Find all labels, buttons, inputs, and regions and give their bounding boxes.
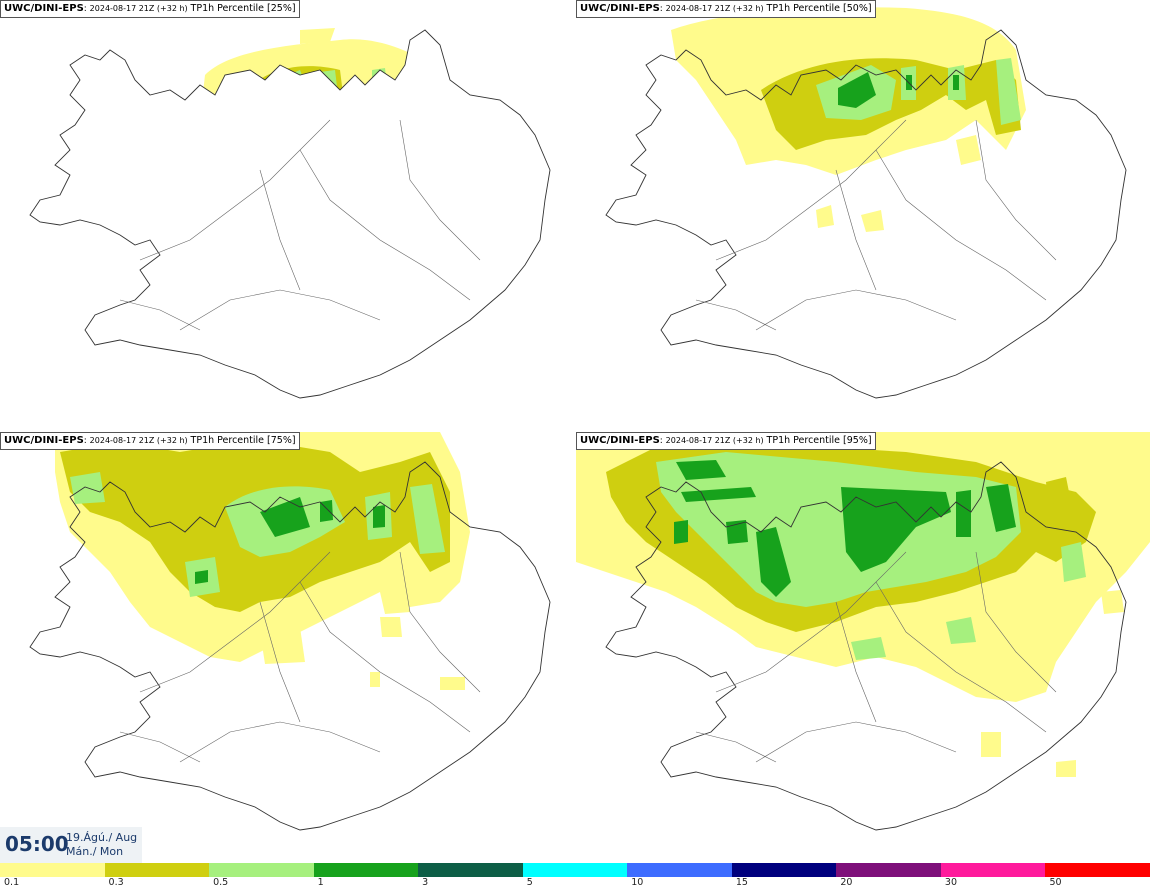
roads-borders xyxy=(119,551,481,763)
product-name: TP1h Percentile [25%] xyxy=(190,3,296,14)
roads-borders xyxy=(695,551,1057,763)
precip-map xyxy=(29,432,551,831)
valid-date: 19.Ágú./ Aug Mán./ Mon xyxy=(66,831,137,859)
legend-swatch xyxy=(209,863,315,877)
legend-label: 0.5 xyxy=(213,877,229,888)
panel-title: UWC/DINI-EPS: 2024-08-17 21Z (+32 h) TP1… xyxy=(0,0,300,18)
legend-swatch xyxy=(522,863,628,877)
legend-label: 5 xyxy=(526,877,533,888)
valid-day-line: Mán./ Mon xyxy=(66,845,124,858)
map-panel-p95: UWC/DINI-EPS: 2024-08-17 21Z (+32 h) TP1… xyxy=(576,432,1150,862)
legend-label: 10 xyxy=(631,877,644,888)
map-panel-p50: UWC/DINI-EPS: 2024-08-17 21Z (+32 h) TP1… xyxy=(576,0,1150,430)
legend-swatch xyxy=(0,863,105,877)
product-name: TP1h Percentile [50%] xyxy=(766,3,872,14)
legend-swatch xyxy=(418,863,524,877)
legend-swatch xyxy=(104,863,210,877)
precip-map xyxy=(29,28,551,399)
legend-label: 30 xyxy=(944,877,957,888)
product-name: TP1h Percentile [95%] xyxy=(766,435,872,446)
run-time: 2024-08-17 21Z (+32 h) xyxy=(89,4,188,13)
precip-map xyxy=(576,432,1150,831)
precip-map xyxy=(605,7,1127,399)
legend-label: 3 xyxy=(422,877,429,888)
precip-areas xyxy=(55,432,470,690)
color-legend xyxy=(0,863,1150,877)
run-time: 2024-08-17 21Z (+32 h) xyxy=(665,4,764,13)
legend-label: 20 xyxy=(840,877,853,888)
model-name: UWC/DINI-EPS xyxy=(580,3,660,14)
valid-date-line: 19.Ágú./ Aug xyxy=(66,831,138,844)
run-time: 2024-08-17 21Z (+32 h) xyxy=(665,436,764,445)
iceland-coastline xyxy=(29,29,551,399)
legend-label: 0.1 xyxy=(4,877,20,888)
iceland-coastline xyxy=(605,29,1127,399)
legend-label: 50 xyxy=(1049,877,1062,888)
iceland-coastline xyxy=(29,461,551,831)
legend-swatch xyxy=(627,863,733,877)
roads-borders xyxy=(119,119,481,331)
legend-swatch xyxy=(731,863,837,877)
legend-swatch xyxy=(940,863,1046,877)
legend-swatch xyxy=(1045,863,1150,877)
valid-time-box: 05:00 19.Ágú./ Aug Mán./ Mon xyxy=(0,827,142,863)
model-name: UWC/DINI-EPS xyxy=(580,435,660,446)
color-legend-labels: 0.1 0.3 0.5 1 3 5 10 15 20 30 50 xyxy=(0,877,1150,891)
valid-time: 05:00 xyxy=(5,832,69,856)
precip-areas xyxy=(576,432,1150,777)
panel-title: UWC/DINI-EPS: 2024-08-17 21Z (+32 h) TP1… xyxy=(0,432,300,450)
precip-areas xyxy=(671,7,1026,232)
model-name: UWC/DINI-EPS xyxy=(4,3,84,14)
product-name: TP1h Percentile [75%] xyxy=(190,435,296,446)
run-time: 2024-08-17 21Z (+32 h) xyxy=(89,436,188,445)
roads-borders xyxy=(695,119,1057,331)
legend-label: 1 xyxy=(317,877,324,888)
legend-swatch xyxy=(836,863,942,877)
iceland-coastline xyxy=(605,461,1127,831)
panel-title: UWC/DINI-EPS: 2024-08-17 21Z (+32 h) TP1… xyxy=(576,432,876,450)
map-panel-p25: UWC/DINI-EPS: 2024-08-17 21Z (+32 h) TP1… xyxy=(0,0,574,430)
legend-label: 0.3 xyxy=(108,877,124,888)
legend-label: 15 xyxy=(735,877,748,888)
map-panel-p75: UWC/DINI-EPS: 2024-08-17 21Z (+32 h) TP1… xyxy=(0,432,574,862)
panel-title: UWC/DINI-EPS: 2024-08-17 21Z (+32 h) TP1… xyxy=(576,0,876,18)
legend-swatch xyxy=(313,863,419,877)
model-name: UWC/DINI-EPS xyxy=(4,435,84,446)
